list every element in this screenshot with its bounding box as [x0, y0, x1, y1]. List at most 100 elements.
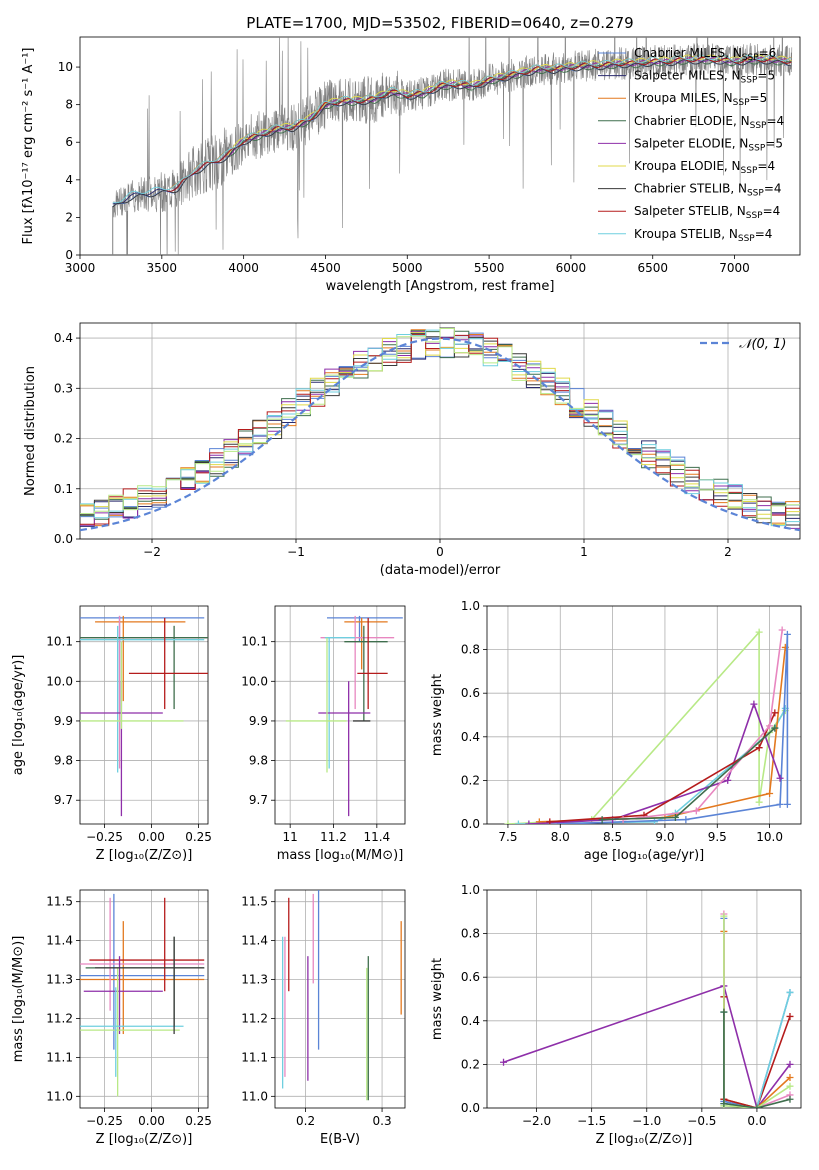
- y-tick-label: 6: [65, 135, 73, 149]
- data-point: [324, 637, 356, 769]
- mass-weight-metallicity-panel: −2.0 −1.5 −1.0 −0.5 0.0 0.0 0.2 0.4 0.6 0.8 1.0 Z […: [430, 883, 802, 1147]
- weight-marker: [786, 1012, 794, 1020]
- y-tick-label: 0.4: [461, 1014, 480, 1028]
- y-tick-label: 4: [65, 173, 73, 187]
- legend-label: Kroupa MILES, NSSP=5: [634, 91, 767, 108]
- residuals-panel: −2 −1 0 1 2 0.0 0.1 0.2 0.3 0.4 (data-model)/error…: [23, 322, 801, 578]
- weight-line: [528, 701, 781, 824]
- x-tick-label: 0.25: [185, 1114, 212, 1128]
- y-tick-label: 0.0: [54, 532, 73, 546]
- y-tick-label: 0.1: [54, 482, 73, 496]
- weight-marker: [753, 1104, 761, 1108]
- weight-marker: [598, 816, 606, 824]
- y-tick-label: 0.8: [461, 927, 480, 941]
- legend-subscript: SSP: [747, 189, 764, 199]
- y-axis-label: mass weight: [430, 958, 445, 1040]
- y-tick-label: 8: [65, 98, 73, 112]
- data-point: [83, 956, 163, 1035]
- axes-frame: [79, 36, 801, 256]
- weight-line: [560, 634, 789, 824]
- data-point: [80, 897, 205, 1011]
- legend-label: Chabrier MILES, NSSP=6: [634, 46, 776, 63]
- legend-subscript: SSP: [741, 76, 758, 86]
- x-tick-label: −0.25: [86, 830, 123, 844]
- x-tick-label: −1: [287, 545, 305, 559]
- x-tick-label: 0.3: [373, 1114, 392, 1128]
- y-tick-label: 9.7: [54, 793, 73, 807]
- weight-line: [503, 984, 791, 1108]
- y-tick-label: 0.6: [461, 686, 480, 700]
- data-point: [80, 625, 205, 773]
- spectrum-panel: 3000 3500 4000 4500 5000 5500 6000 6500 7000 0 2 4 6…: [21, 36, 801, 294]
- y-tick-label: 11.5: [241, 895, 268, 909]
- weight-series: [535, 643, 789, 824]
- y-tick-label: 0.0: [461, 817, 480, 831]
- data-point: [80, 967, 180, 1097]
- legend-tail: =4: [755, 227, 773, 241]
- data-point: [80, 625, 208, 710]
- x-axis-label: wavelength [Angstrom, rest frame]: [326, 279, 555, 294]
- weight-marker: [650, 818, 658, 824]
- y-axis-label: Flux [fλ10⁻¹⁷ erg cm⁻² s⁻¹ A⁻¹]: [21, 48, 36, 245]
- weight-marker: [750, 700, 758, 708]
- y-tick-label: 0.8: [461, 643, 480, 657]
- weight-series: [720, 1008, 794, 1108]
- age-metallicity-panel: −0.25 0.00 0.25 9.7 9.8 9.9 10.0 10.1 Z [log₁₀(Z…: [11, 605, 212, 863]
- data-point: [80, 893, 205, 1050]
- model-spectrum-line: [166, 56, 792, 192]
- legend-subscript: SSP: [738, 234, 755, 244]
- legend-subscript: SSP: [746, 211, 763, 221]
- x-tick-label: 11.4: [363, 830, 390, 844]
- weight-marker: [783, 800, 791, 808]
- y-tick-label: 0: [65, 248, 73, 262]
- x-axis-label: E(B-V): [320, 1132, 360, 1147]
- y-tick-label: 9.9: [54, 714, 73, 728]
- weight-marker: [776, 774, 784, 782]
- weight-marker: [720, 1008, 728, 1016]
- x-tick-label: 0.00: [138, 830, 165, 844]
- y-tick-label: 10: [58, 60, 73, 74]
- weight-marker: [682, 816, 690, 824]
- weight-series: [598, 724, 779, 824]
- x-tick-label: 0: [436, 545, 444, 559]
- weight-marker: [546, 818, 554, 824]
- x-tick-label: −0.25: [86, 1114, 123, 1128]
- y-axis-label: mass [log₁₀(M/M⊙)]: [11, 936, 26, 1063]
- y-tick-label: 11.4: [46, 934, 73, 948]
- y-tick-label: 11.1: [46, 1050, 73, 1064]
- y-axis-label: age [log₁₀(age/yr)]: [11, 655, 26, 776]
- data-point: [95, 936, 205, 1035]
- data-point: [344, 617, 388, 670]
- y-axis-label: mass weight: [430, 674, 445, 756]
- legend: Chabrier MILES, NSSP=6 Salpeter MILES, NS…: [598, 46, 784, 244]
- data-point: [95, 615, 186, 702]
- legend-subscript: SSP: [742, 53, 759, 63]
- x-tick-label: 5000: [392, 261, 423, 275]
- x-axis-label: age [log₁₀(age/yr)]: [584, 848, 705, 863]
- x-tick-label: 0.25: [185, 830, 212, 844]
- data-point: [128, 617, 208, 710]
- grid: [275, 606, 405, 824]
- y-tick-label: 11.4: [241, 934, 268, 948]
- weight-series: [546, 709, 779, 824]
- legend-label: Salpeter MILES, NSSP=5: [634, 69, 775, 86]
- gaussian-curve: [80, 337, 800, 532]
- y-tick-label: 10.0: [46, 674, 73, 688]
- y-axis-label: Normed distribution: [23, 366, 38, 496]
- axes-frame: [79, 322, 801, 540]
- x-tick-label: 8.5: [603, 830, 622, 844]
- legend-subscript: SSP: [748, 143, 765, 153]
- y-tick-label: 0.3: [54, 381, 73, 395]
- axes-frame: [274, 605, 406, 825]
- weight-marker: [786, 1082, 794, 1090]
- weight-marker: [786, 988, 794, 996]
- weight-marker: [504, 820, 512, 824]
- weight-marker: [500, 1058, 508, 1066]
- weight-marker: [755, 628, 763, 636]
- x-axis-label: Z [log₁₀(Z/Z⊙)]: [96, 848, 193, 863]
- y-tick-label: 10.1: [46, 635, 73, 649]
- x-tick-label: 4000: [228, 261, 259, 275]
- legend-label: 𝒩(0, 1): [739, 337, 786, 352]
- x-tick-label: 5500: [474, 261, 505, 275]
